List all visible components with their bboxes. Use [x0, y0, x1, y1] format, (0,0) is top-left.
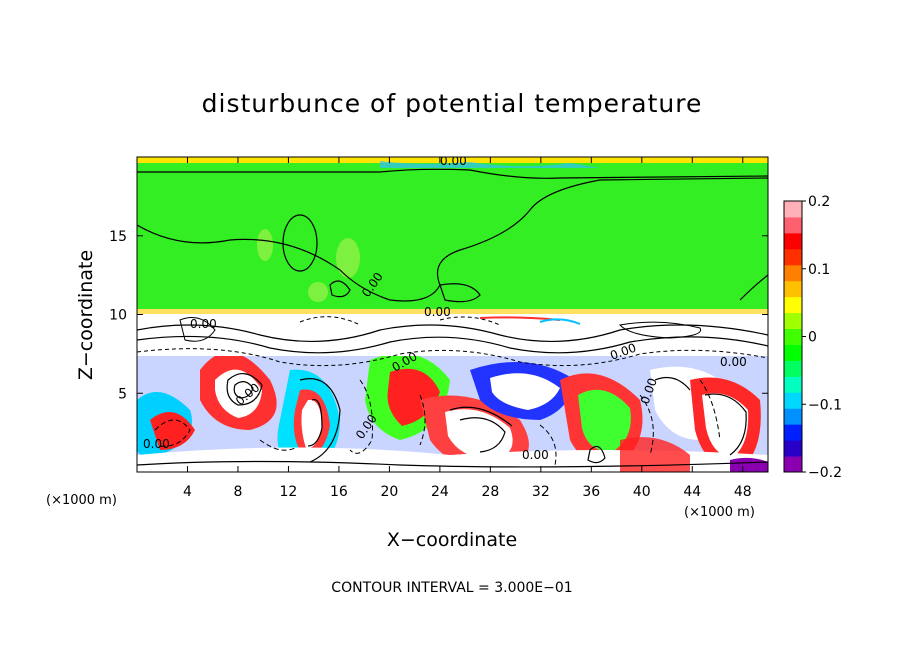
colorbar-swatch — [784, 328, 802, 345]
y-axis-label: Z−coordinate — [75, 250, 97, 380]
x-tick-label: 8 — [233, 484, 242, 500]
contour-interval-note: CONTOUR INTERVAL = 3.000E−01 — [331, 580, 572, 596]
colorbar-swatch — [784, 440, 802, 457]
colorbar-tick-label: −0.1 — [808, 397, 842, 413]
x-tick-label: 20 — [380, 484, 398, 500]
colorbar-swatch — [784, 456, 802, 473]
contour-label: 0.00 — [440, 154, 467, 168]
tropopause-band — [137, 309, 768, 314]
colorbar-swatch — [784, 216, 802, 234]
colorbar-tick-label: 0 — [808, 330, 817, 346]
colorbar-swatch — [784, 376, 802, 393]
colorbar-swatch — [784, 280, 802, 298]
contour-label: 0.00 — [190, 317, 217, 331]
colorbar-swatch — [784, 408, 802, 425]
upper-warm-blob-3 — [308, 282, 328, 302]
y-tick-label: 10 — [109, 308, 127, 324]
upper-warm-blob-1 — [257, 229, 273, 261]
x-tick-label: 44 — [683, 484, 701, 500]
contour-label: 0.00 — [522, 448, 549, 462]
y-axis-ticks: 5 10 15 — [109, 229, 768, 402]
upper-layer-field — [137, 162, 768, 312]
x-unit-right: (×1000 m) — [684, 505, 755, 520]
x-tick-label: 28 — [481, 484, 499, 500]
x-tick-label: 12 — [280, 484, 298, 500]
x-tick-label: 40 — [633, 484, 651, 500]
colorbar-swatch — [784, 344, 802, 361]
x-axis-ticks: 4 8 12 16 20 24 28 32 36 40 44 48 — [183, 157, 752, 500]
contour-label: 0.00 — [424, 305, 451, 319]
x-tick-label: 32 — [532, 484, 550, 500]
colorbar-swatch — [784, 424, 802, 441]
colorbar-swatch — [784, 360, 802, 377]
x-tick-label: 16 — [330, 484, 348, 500]
contour-label: 0.00 — [143, 437, 170, 451]
colorbar — [783, 200, 803, 473]
lower-layer-field — [137, 352, 768, 472]
dashed-contours — [154, 379, 721, 466]
colorbar-tick-label: 0.2 — [808, 194, 830, 210]
top-boundary-band — [137, 157, 768, 163]
upper-warm-blob-2 — [336, 238, 360, 278]
colorbar-swatch — [784, 248, 802, 266]
x-axis-label: X−coordinate — [387, 529, 517, 551]
colorbar-swatch — [784, 392, 802, 409]
chart-title: disturbunce of potential temperature — [202, 89, 703, 118]
x-tick-label: 36 — [582, 484, 600, 500]
y-tick-label: 15 — [109, 229, 127, 245]
colorbar-tick-label: −0.2 — [808, 465, 842, 481]
colorbar-swatch — [784, 312, 802, 330]
colorbar-swatch — [784, 264, 802, 282]
colorbar-tick-label: 0.1 — [808, 262, 830, 278]
contour-label: 0.00 — [720, 355, 747, 369]
top-band-cyan — [380, 161, 600, 168]
x-tick-label: 24 — [431, 484, 449, 500]
plot-area: 0.00 0.00 0.00 0.00 0.00 0.00 0.00 0.00 … — [137, 154, 768, 472]
x-tick-label: 48 — [734, 484, 752, 500]
colorbar-swatch — [784, 296, 802, 314]
colorbar-swatch — [784, 201, 802, 218]
colorbar-swatch — [784, 232, 802, 250]
y-tick-label: 5 — [118, 386, 127, 402]
x-unit-left: (×1000 m) — [46, 493, 117, 508]
mixing-zone — [137, 314, 768, 367]
x-tick-label: 4 — [183, 484, 192, 500]
colorbar-ticks: 0.2 0.1 0 −0.1 −0.2 — [802, 194, 842, 481]
contour-lines — [137, 168, 768, 468]
